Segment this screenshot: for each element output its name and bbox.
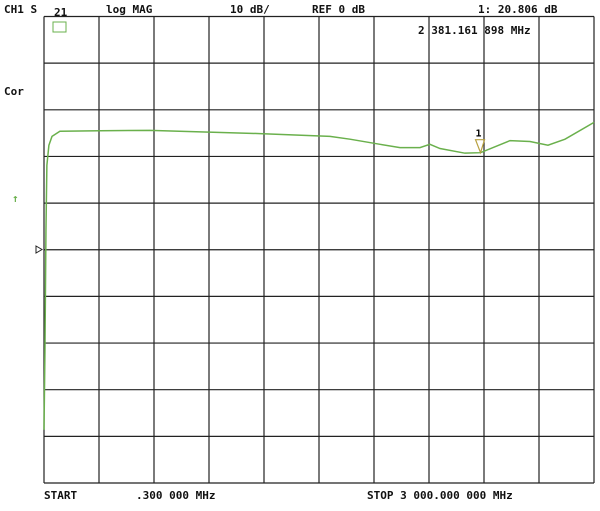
reference-position-marker [35,245,43,254]
channel-label: CH1 S [4,3,38,16]
start-value: .300 000 MHz [136,489,216,502]
marker-label: 1 [476,129,482,140]
marker-triangle [474,139,486,155]
marker-frequency: 2 381.161 898 MHz [418,24,531,37]
graticule [43,15,595,484]
parameter-label: 21 [54,6,68,19]
start-label: START [44,489,78,502]
format-label: log MAG [106,3,153,16]
scale-label: 10 dB/ [230,3,270,16]
marker-readout: 1: 20.806 dB [478,3,558,16]
stop-label: STOP 3 000.000 000 MHz [367,489,513,502]
status-icon [52,21,67,33]
trace-line [43,121,595,430]
reference-label: REF 0 dB [312,3,365,16]
reference-arrow-icon: ↑ [12,192,19,205]
correction-label: Cor [4,85,24,98]
